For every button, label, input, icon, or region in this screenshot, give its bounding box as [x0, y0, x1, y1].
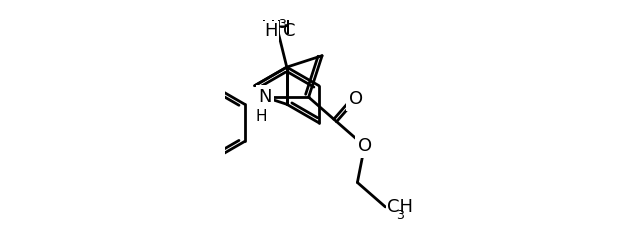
- Text: 3: 3: [278, 18, 286, 31]
- Text: N: N: [258, 88, 272, 106]
- Text: H: H: [276, 19, 291, 38]
- Text: 3: 3: [396, 209, 404, 222]
- Text: H: H: [264, 22, 278, 40]
- Text: C: C: [284, 22, 296, 40]
- Text: O: O: [358, 137, 372, 155]
- Text: CH: CH: [387, 198, 413, 216]
- Text: H: H: [255, 109, 267, 124]
- Text: O: O: [349, 90, 363, 108]
- Text: H: H: [261, 19, 276, 38]
